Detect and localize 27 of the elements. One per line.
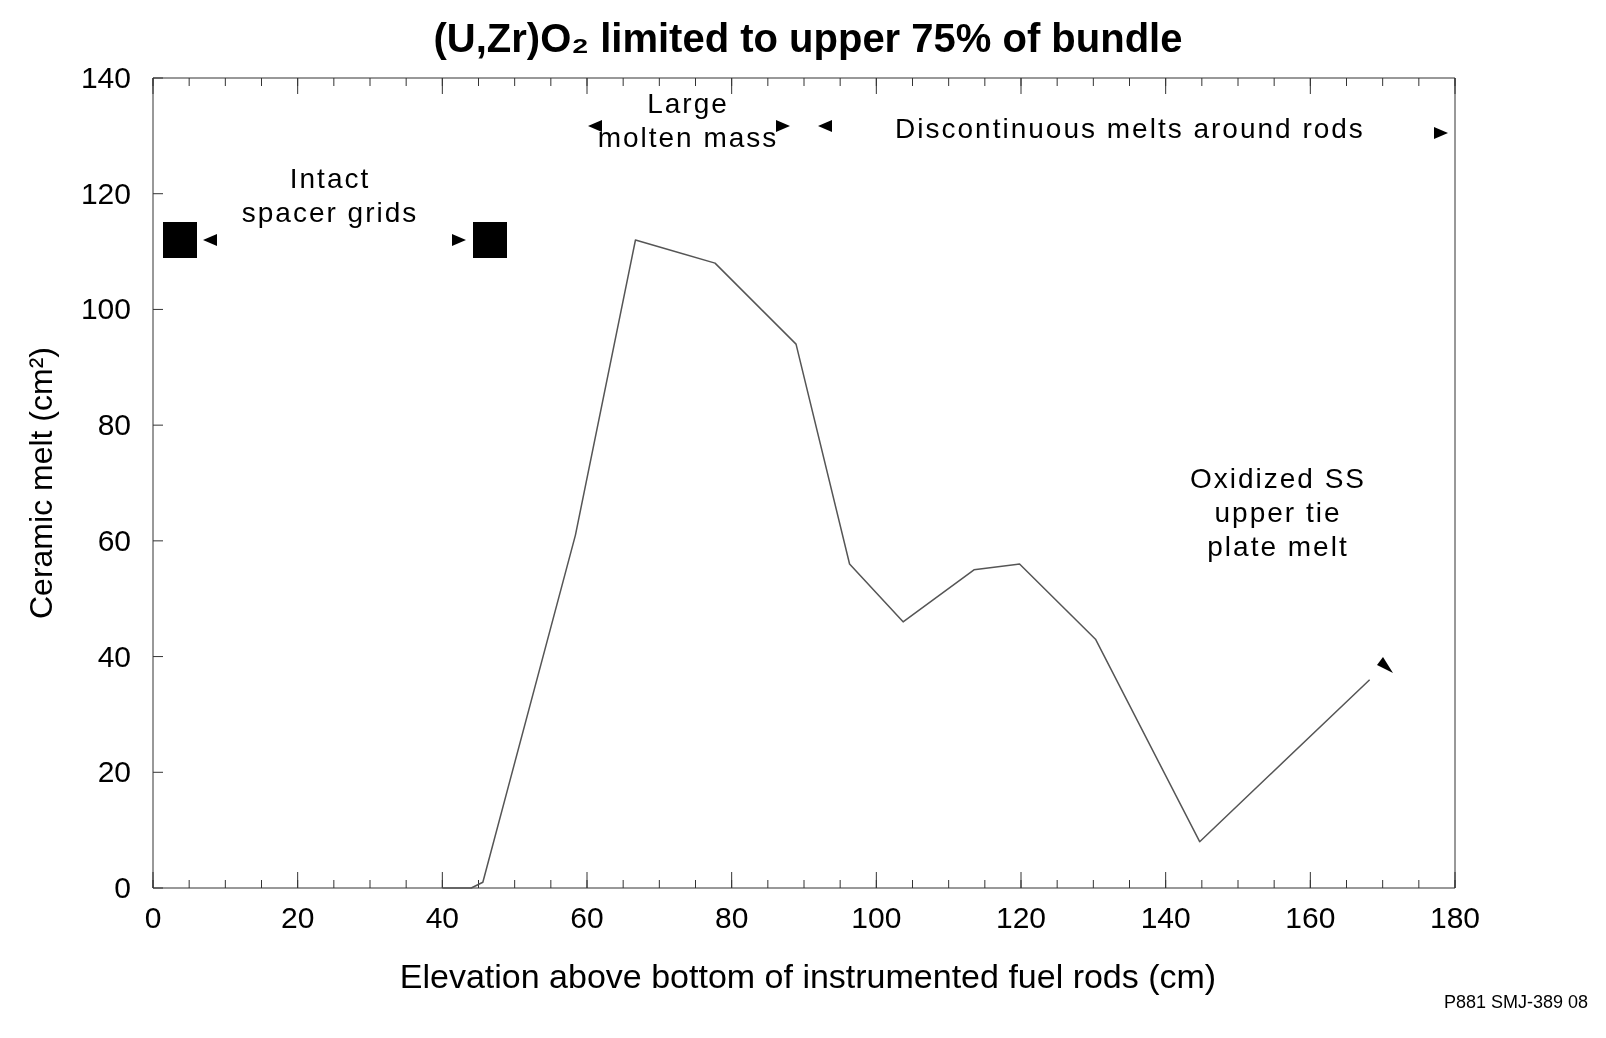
annotation: Large molten mass [597, 88, 779, 153]
x-tick-label: 100 [851, 901, 902, 934]
line-series [441, 239, 1371, 889]
annotation: Oxidized SS upper tie plate melt [1189, 463, 1367, 562]
y-tick-label: 140 [80, 61, 131, 94]
x-tick-label: 120 [995, 901, 1047, 934]
y-tick-label: 100 [80, 292, 131, 326]
x-axis-title: Elevation above bottom of instrumented fuel rods (cm) [399, 957, 1217, 995]
y-tick-label: 20 [97, 755, 131, 789]
text: P881 SMJ-389 08 [1443, 992, 1588, 1012]
annotation: Discontinuous melts around rods [895, 113, 1365, 144]
x-tick-label: 180 [1429, 901, 1481, 934]
y-tick-label: 40 [97, 639, 131, 673]
x-tick-label: 140 [1140, 901, 1191, 934]
y-axis-title: Ceramic melt (cm²) [23, 347, 59, 619]
y-tick-label: 120 [80, 176, 131, 210]
x-tick-label: 0 [144, 901, 162, 934]
x-tick-label: 20 [280, 901, 315, 934]
y-tick-label: 60 [97, 523, 131, 557]
annotation: Intact spacer grids [241, 163, 419, 228]
x-tick-label: 60 [570, 901, 604, 934]
x-tick-label: 160 [1285, 901, 1336, 934]
x-tick-label: 80 [714, 901, 749, 934]
chart-title: (U,Zr)O₂ limited to upper 75% of bundle [433, 16, 1183, 60]
y-tick-label: 80 [97, 408, 131, 442]
x-tick-label: 40 [425, 901, 460, 934]
y-tick-label: 0 [114, 871, 131, 904]
